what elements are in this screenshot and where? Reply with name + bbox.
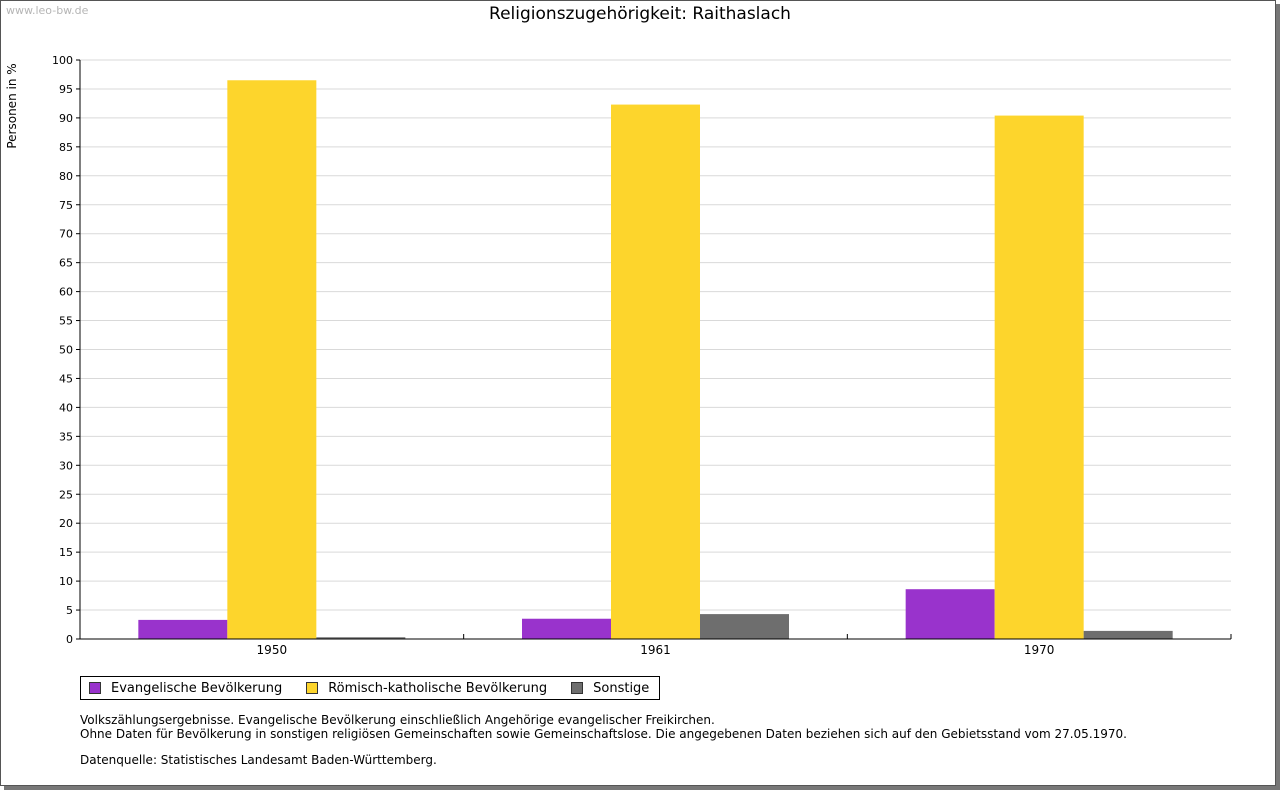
bar-katholisch-1970 [994, 115, 1084, 640]
x-tick-label: 1970 [1024, 643, 1055, 657]
legend-item-katholisch: Römisch-katholische Bevölkerung [306, 681, 547, 696]
note-line-2: Ohne Daten für Bevölkerung in sonstigen … [80, 727, 1127, 741]
y-tick-label: 45 [59, 372, 73, 385]
legend-label-katholisch: Römisch-katholische Bevölkerung [328, 680, 548, 696]
y-tick-label: 75 [59, 199, 73, 212]
axes [76, 59, 1232, 640]
y-tick-label: 60 [59, 286, 73, 299]
watermark: www.leo-bw.de [6, 4, 89, 17]
legend-label-sonstige: Sonstige [593, 680, 650, 696]
legend-swatch-evangelisch [89, 682, 101, 694]
chart-title: Religionszugehörigkeit: Raithaslach [489, 4, 791, 24]
y-tick-label: 55 [59, 315, 73, 328]
bar-sonstige-1950 [316, 637, 406, 639]
legend-swatch-katholisch [306, 682, 319, 694]
note-line-1: Volkszählungsergebnisse. Evangelische Be… [80, 713, 715, 727]
y-axis-label: Personen in % [5, 63, 19, 148]
x-tick-label: 1961 [640, 643, 671, 657]
bar-sonstige-1961 [700, 614, 789, 639]
y-tick-label: 25 [59, 488, 73, 501]
y-tick-label: 5 [66, 604, 73, 617]
y-tick-label: 35 [59, 430, 73, 443]
bar-chart: 0 5 10 15 20 25 30 35 40 45 50 55 60 65 70 75 80 85 90 95 10… [5, 54, 1232, 657]
legend-swatch-sonstige [571, 682, 584, 694]
y-tick-label: 15 [59, 546, 73, 559]
y-tick-label: 95 [59, 83, 73, 96]
y-tick-label: 50 [59, 344, 73, 357]
bar-sonstige-1970 [1083, 630, 1173, 639]
y-tick-label: 80 [59, 170, 73, 183]
data-source: Datenquelle: Statistisches Landesamt Bad… [80, 753, 437, 767]
chart-notes: Volkszählungsergebnisse. Evangelische Be… [80, 713, 1127, 741]
y-tick-label: 30 [59, 459, 73, 472]
bar-evangelisch-1970 [905, 589, 995, 639]
bar-katholisch-1961 [611, 104, 700, 639]
y-tick-label: 100 [52, 54, 73, 67]
y-tick-label: 20 [59, 517, 73, 530]
x-tick-labels: 1950 1961 1970 [257, 643, 1055, 657]
bar-evangelisch-1961 [522, 618, 611, 639]
y-tick-label: 0 [66, 633, 73, 646]
y-tick-label: 65 [59, 257, 73, 270]
legend: Evangelische Bevölkerung Römisch-katholi… [80, 676, 661, 700]
bar-katholisch-1950 [227, 80, 317, 639]
bar-evangelisch-1950 [138, 619, 228, 639]
y-tick-label: 10 [59, 575, 73, 588]
y-tick-label: 85 [59, 141, 73, 154]
x-tick-label: 1950 [257, 643, 288, 657]
y-tick-label: 40 [59, 401, 73, 414]
y-tick-label: 90 [59, 112, 73, 125]
y-tick-labels: 0 5 10 15 20 25 30 35 40 45 50 55 60 65 70 75 80 85 90 95 10… [52, 54, 73, 646]
legend-item-evangelisch: Evangelische Bevölkerung [89, 681, 282, 696]
legend-item-sonstige: Sonstige [571, 681, 649, 696]
legend-label-evangelisch: Evangelische Bevölkerung [111, 680, 283, 696]
y-tick-label: 70 [59, 228, 73, 241]
bars [138, 80, 1173, 640]
